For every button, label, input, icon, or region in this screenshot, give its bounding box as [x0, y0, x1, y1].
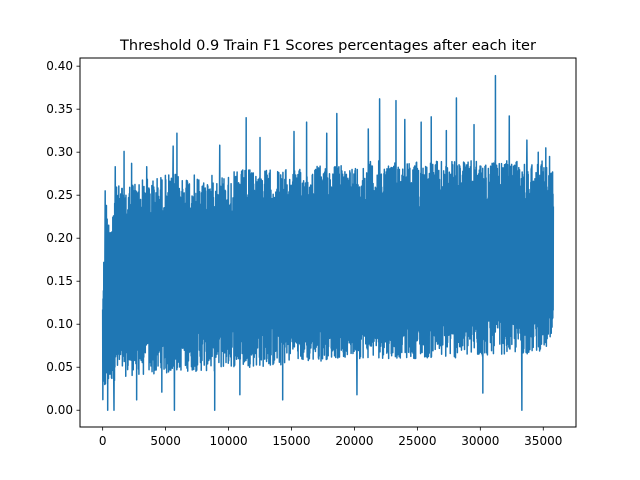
y-tick-label: 0.30	[46, 145, 73, 159]
x-tick-label: 20000	[335, 434, 373, 448]
y-tick-label: 0.20	[46, 231, 73, 245]
x-tick-label: 15000	[272, 434, 310, 448]
y-tick-label: 0.15	[46, 274, 73, 288]
x-tick-label: 5000	[150, 434, 181, 448]
plot-frame	[79, 57, 577, 428]
y-tick-label: 0.10	[46, 317, 73, 331]
x-tick-label: 0	[99, 434, 107, 448]
plot-area	[101, 74, 555, 411]
x-tick-label: 25000	[398, 434, 436, 448]
y-tick-label: 0.00	[46, 403, 73, 417]
x-tick-label: 35000	[524, 434, 562, 448]
x-tick-label: 10000	[209, 434, 247, 448]
chart-title: Threshold 0.9 Train F1 Scores percentage…	[119, 38, 536, 54]
x-tick-label: 30000	[461, 434, 499, 448]
y-tick-label: 0.25	[46, 188, 73, 202]
y-tick-label: 0.35	[46, 102, 73, 116]
y-tick-label: 0.05	[46, 360, 73, 374]
x-axis: 0 5000 10000 15000 20000 25000 30000 35000	[99, 427, 562, 448]
series-line	[101, 74, 555, 411]
y-tick-label: 0.40	[46, 59, 73, 73]
y-axis: 0.00 0.05 0.10 0.15 0.20 0.25 0.30 0.35 0.40	[46, 59, 80, 417]
